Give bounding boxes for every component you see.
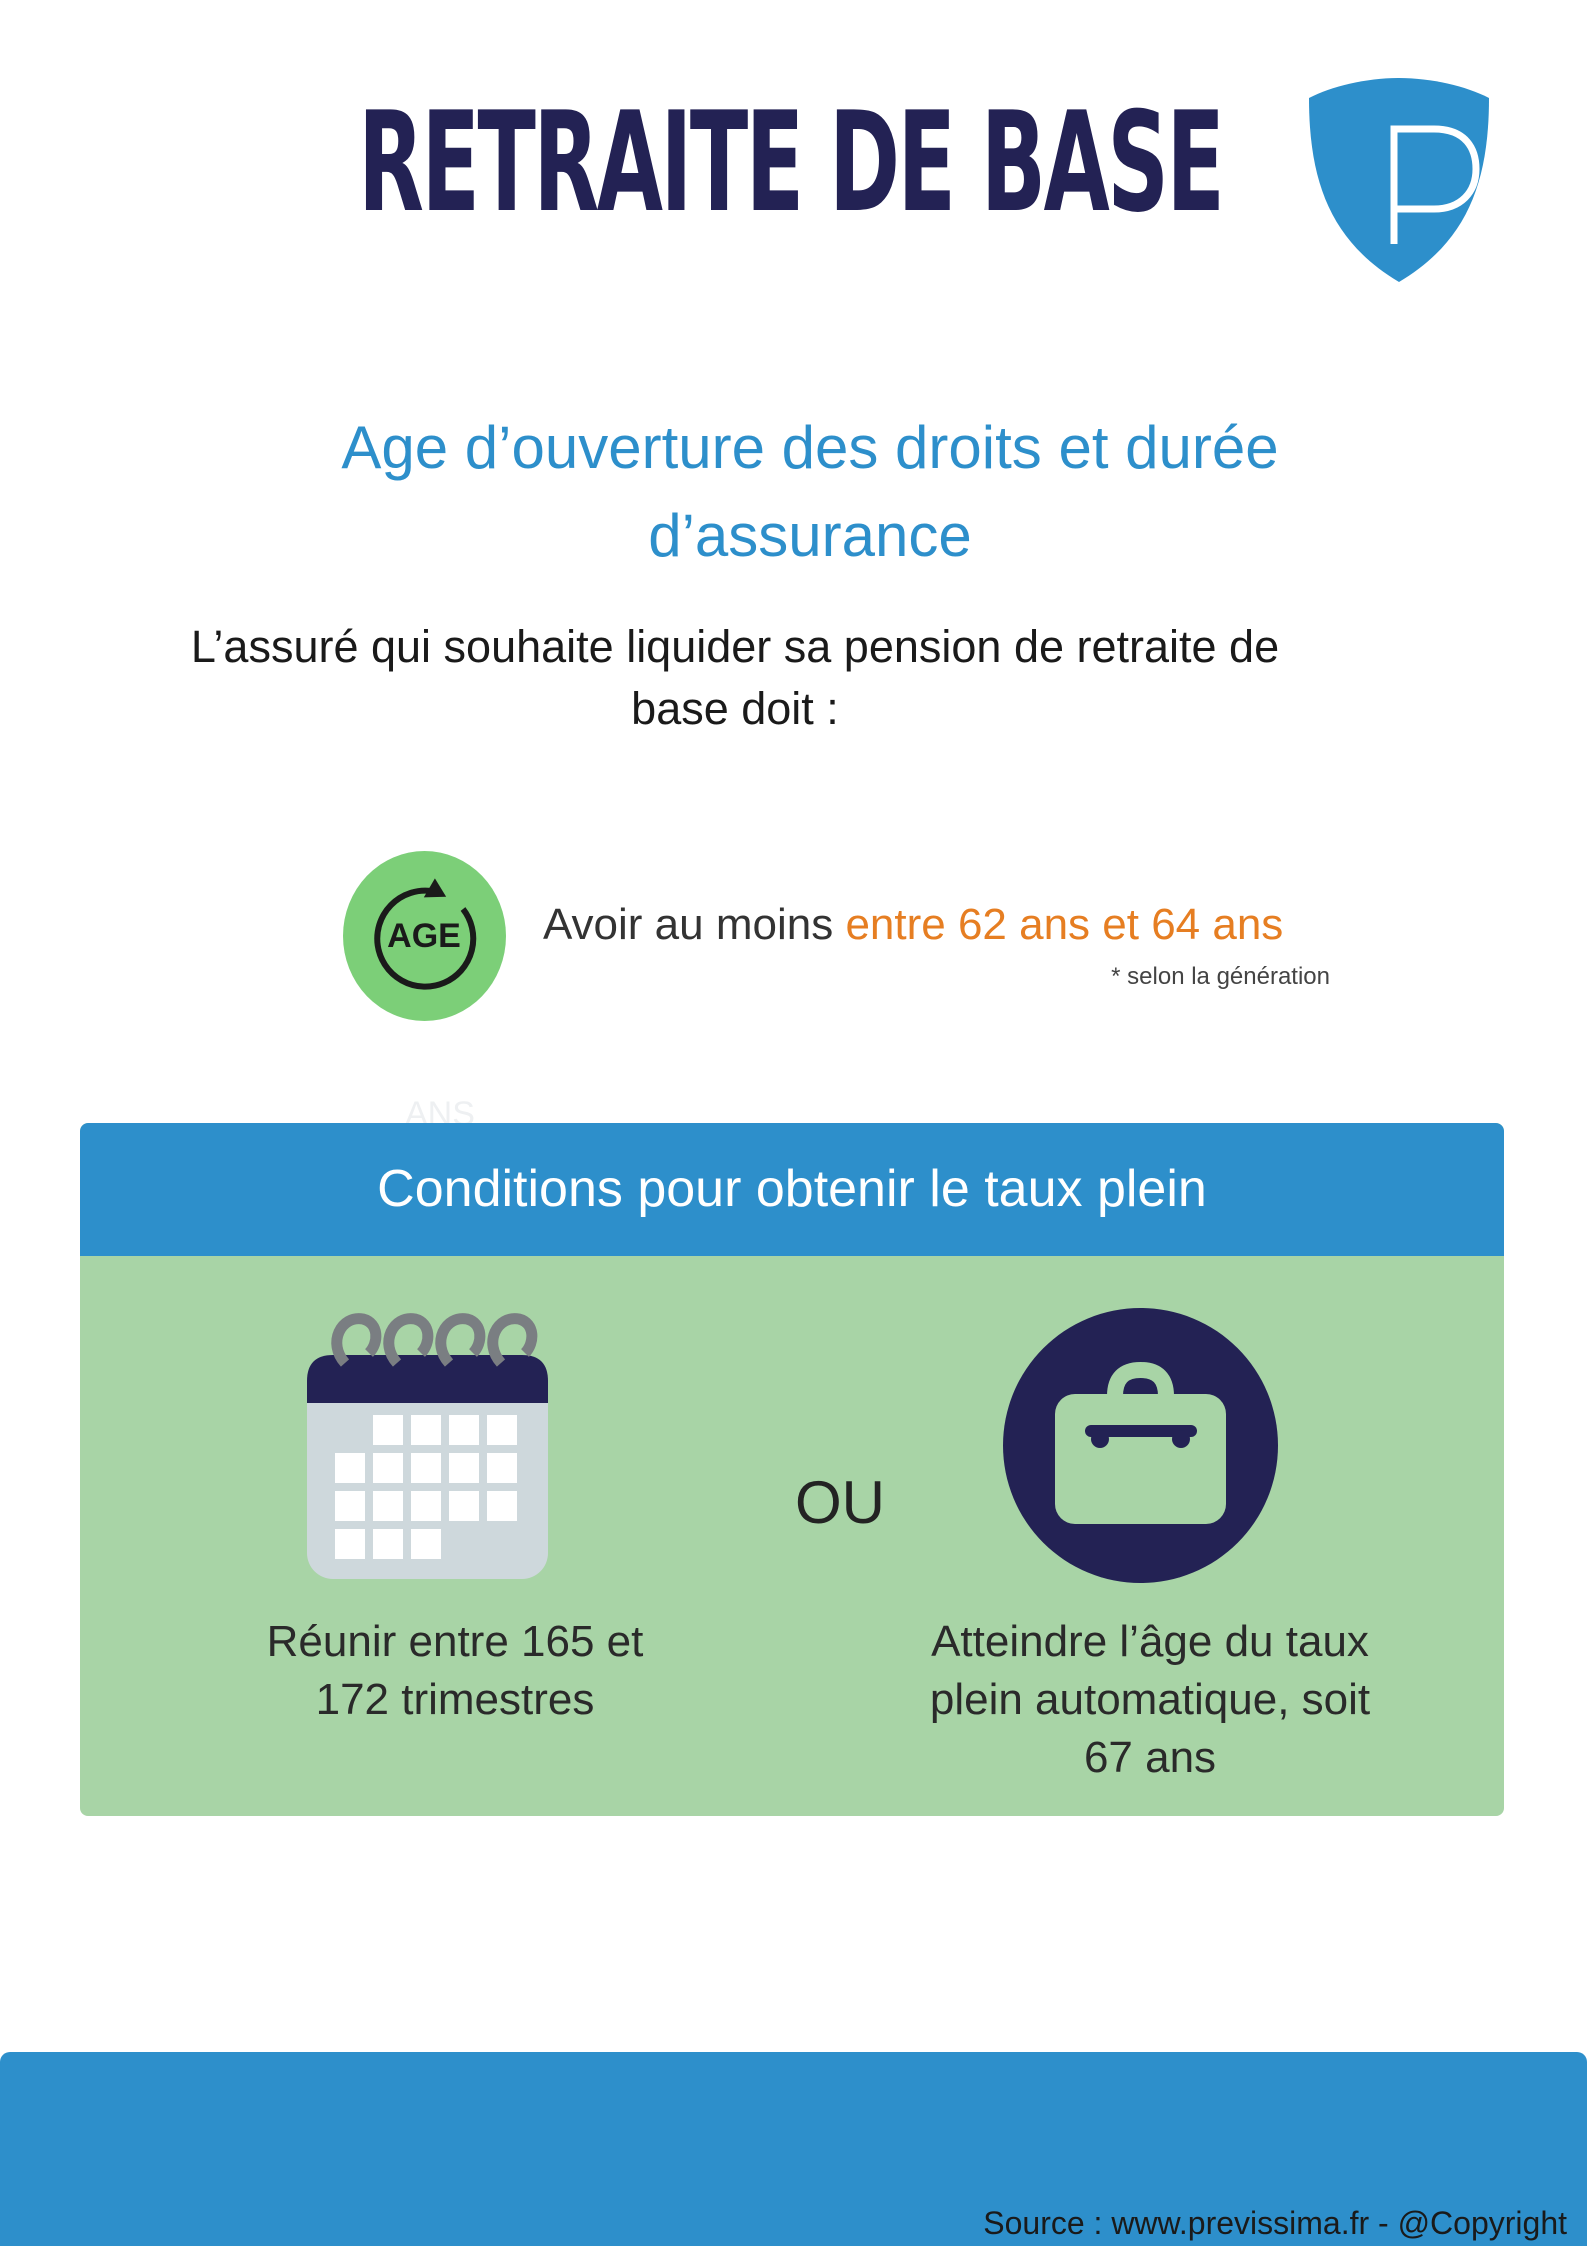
- conditions-header: Conditions pour obtenir le taux plein: [80, 1123, 1504, 1256]
- main-title: RETRAITE DE BASE: [358, 82, 1225, 243]
- conditions-panel: Conditions pour obtenir le taux plein OU…: [80, 1123, 1504, 1816]
- age-condition-prefix: Avoir au moins: [543, 900, 846, 949]
- shield-logo-icon: P: [1306, 74, 1489, 282]
- subtitle-line-2: d’assurance: [648, 502, 972, 569]
- subtitle-line-1: Age d’ouverture des droits et durée: [341, 414, 1279, 481]
- briefcase-icon: [1003, 1308, 1278, 1583]
- section-subtitle: Age d’ouverture des droits et durée d’as…: [260, 404, 1360, 580]
- or-separator: OU: [795, 1469, 885, 1536]
- intro-text: L’assuré qui souhaite liquider sa pensio…: [90, 616, 1380, 740]
- age-condition-text: Avoir au moins entre 62 ans et 64 ans: [543, 900, 1283, 950]
- condition-quarters-line-2: 172 trimestres: [315, 1675, 595, 1724]
- footer-source: Source : www.previssima.fr - @Copyright: [983, 2205, 1567, 2241]
- age-icon-label: AGE: [387, 917, 461, 955]
- logo-letter: P: [1306, 74, 1307, 75]
- condition-age-text: Atteindre l’âge du taux plein automatiqu…: [870, 1613, 1430, 1787]
- condition-quarters-text: Réunir entre 165 et 172 trimestres: [190, 1613, 720, 1729]
- age-condition-highlight: entre 62 ans et 64 ans: [845, 900, 1284, 949]
- conditions-title: Conditions pour obtenir le taux plein: [377, 1160, 1207, 1218]
- intro-line-2: base doit :: [631, 683, 839, 734]
- footer-band: Source : www.previssima.fr - @Copyright: [0, 2052, 1587, 2246]
- age-cycle-icon: AGE: [374, 878, 477, 990]
- age-badge: AGE: [343, 851, 506, 1021]
- age-footnote: * selon la génération: [1111, 963, 1330, 990]
- condition-quarters-line-1: Réunir entre 165 et: [266, 1617, 644, 1666]
- intro-line-1: L’assuré qui souhaite liquider sa pensio…: [190, 621, 1280, 672]
- condition-age-line-1: Atteindre l’âge du taux: [931, 1617, 1369, 1666]
- condition-age-line-3: 67 ans: [1083, 1733, 1217, 1782]
- calendar-icon: [307, 1313, 548, 1579]
- condition-age-line-2: plein automatique, soit: [929, 1675, 1371, 1724]
